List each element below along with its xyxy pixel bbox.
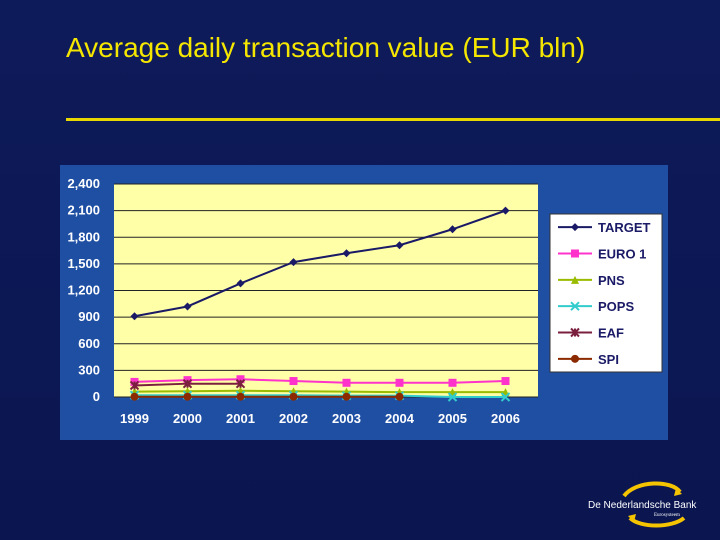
line-chart: 0 300 600 900 1,200 1,500 1,800 2,100 2,400 1999 2… [67, 176, 663, 426]
x-tick-label: 2004 [385, 411, 415, 426]
data-point-target [448, 225, 457, 234]
legend-label-target: TARGET [598, 220, 651, 235]
legend-label-spi: SPI [598, 352, 619, 367]
data-point-pops [447, 392, 458, 402]
logo-swirl-icon [622, 481, 686, 528]
x-tick-label: 2000 [173, 411, 202, 426]
legend-label-euro-1: EURO 1 [598, 247, 646, 262]
y-tick-label: 300 [78, 362, 100, 377]
data-point-eaf [129, 380, 140, 391]
x-tick-label: 2002 [279, 411, 308, 426]
legend-marker-pns [571, 275, 579, 284]
logo-subtitle: Eurosysteem [654, 513, 680, 518]
y-tick-label: 1,500 [67, 256, 100, 271]
series-line-pns [134, 389, 506, 394]
bank-logo: De Nederlandsche Bank Eurosysteem [584, 478, 714, 528]
legend-label-eaf: EAF [598, 326, 624, 341]
y-tick-label: 2,100 [67, 203, 100, 218]
data-point-spi [342, 392, 351, 401]
data-point-eaf [182, 378, 193, 389]
data-point-eaf [235, 378, 246, 389]
data-point-spi [236, 392, 245, 401]
title-divider [66, 118, 720, 121]
x-tick-label: 2003 [332, 411, 361, 426]
series-line-euro-1 [134, 378, 506, 384]
data-point-euro-1 [289, 377, 298, 386]
series-line-target [134, 209, 506, 318]
y-tick-label: 2,400 [67, 176, 100, 191]
data-point-spi [289, 392, 298, 401]
slide-title: Average daily transaction value (EUR bln… [66, 32, 586, 63]
logo-bank-name: De Nederlandsche Bank [588, 500, 697, 511]
data-point-spi [130, 392, 139, 401]
y-tick-label: 900 [78, 309, 100, 324]
y-tick-label: 1,200 [67, 283, 100, 298]
data-point-target [395, 241, 404, 250]
data-point-target [342, 249, 351, 258]
data-point-target [236, 279, 245, 288]
data-point-spi [395, 392, 404, 401]
data-point-euro-1 [448, 378, 457, 387]
data-point-target [183, 302, 192, 311]
data-point-euro-1 [342, 378, 351, 387]
legend-marker-target [571, 223, 579, 232]
y-tick-label: 600 [78, 336, 100, 351]
x-tick-label: 2001 [226, 411, 255, 426]
chart-panel: 0 300 600 900 1,200 1,500 1,800 2,100 2,400 1999 2… [60, 165, 668, 440]
data-point-target [501, 206, 510, 215]
data-point-pops [500, 392, 511, 402]
data-point-target [130, 312, 139, 321]
legend-marker-pops [570, 301, 580, 311]
data-point-euro-1 [501, 377, 510, 386]
legend-box [549, 213, 663, 373]
series-line-pops [134, 394, 506, 398]
y-tick-label: 0 [93, 389, 100, 404]
x-tick-label: 2006 [491, 411, 520, 426]
data-point-euro-1 [236, 375, 245, 384]
legend-label-pops: POPS [598, 299, 634, 314]
data-point-target [289, 258, 298, 267]
legend-marker-euro-1 [571, 249, 579, 258]
legend-marker-spi [571, 354, 579, 363]
x-tick-label: 1999 [120, 411, 149, 426]
legend-marker-eaf [570, 327, 580, 338]
data-point-euro-1 [395, 378, 404, 387]
x-tick-label: 2005 [438, 411, 467, 426]
data-point-spi [183, 392, 192, 401]
y-tick-label: 1,800 [67, 229, 100, 244]
legend-label-pns: PNS [598, 273, 625, 288]
